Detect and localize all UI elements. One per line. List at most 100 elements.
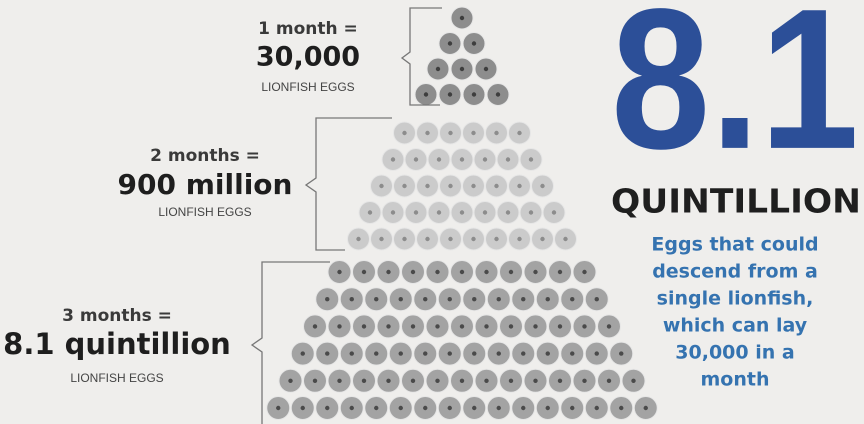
egg-center <box>540 237 544 241</box>
egg-center <box>506 157 510 161</box>
egg-center <box>558 379 562 383</box>
egg-center <box>582 379 586 383</box>
egg-center <box>529 157 533 161</box>
group-amount: 30,000 <box>256 42 360 73</box>
egg-center <box>301 351 305 355</box>
egg-center <box>460 270 464 274</box>
egg-center <box>411 324 415 328</box>
egg-center <box>325 406 329 410</box>
caption-line: descend from a <box>652 261 818 283</box>
egg-center <box>496 92 500 96</box>
egg-center <box>540 184 544 188</box>
infographic: 1 month = 30,000 LIONFISH EGGS 2 months … <box>0 0 864 424</box>
egg-center <box>374 406 378 410</box>
egg-center <box>350 297 354 301</box>
egg-center <box>570 406 574 410</box>
egg-center <box>448 41 452 45</box>
egg-center <box>595 297 599 301</box>
egg-center <box>337 270 341 274</box>
egg-center <box>448 237 452 241</box>
egg-center <box>494 184 498 188</box>
egg-center <box>288 379 292 383</box>
egg-center <box>471 237 475 241</box>
egg-center <box>529 210 533 214</box>
egg-center <box>570 351 574 355</box>
egg-center <box>337 379 341 383</box>
egg-center <box>472 406 476 410</box>
egg-center <box>517 184 521 188</box>
egg-center <box>484 67 488 71</box>
headline-number: 8.1 <box>611 0 859 191</box>
egg-center <box>484 270 488 274</box>
egg-center <box>506 210 510 214</box>
egg-center <box>497 297 501 301</box>
egg-center <box>301 406 305 410</box>
egg-center <box>472 351 476 355</box>
egg-center <box>521 297 525 301</box>
egg-center <box>386 270 390 274</box>
egg-center <box>509 270 513 274</box>
egg-center <box>484 379 488 383</box>
egg-center <box>644 406 648 410</box>
caption-line: single lionfish, <box>657 288 814 310</box>
egg-center <box>546 406 550 410</box>
egg-center <box>460 16 464 20</box>
egg-center <box>437 157 441 161</box>
egg-center <box>313 324 317 328</box>
egg-center <box>379 184 383 188</box>
egg-center <box>517 237 521 241</box>
egg-center <box>509 324 513 328</box>
group-amount: 8.1 quintillion <box>3 327 231 361</box>
egg-center <box>448 406 452 410</box>
egg-center <box>472 92 476 96</box>
group-unit: LIONFISH EGGS <box>158 205 251 219</box>
egg-center <box>435 270 439 274</box>
egg-center <box>582 324 586 328</box>
egg-center <box>425 184 429 188</box>
egg-center <box>362 324 366 328</box>
egg-center <box>595 406 599 410</box>
egg-center <box>399 406 403 410</box>
egg-center <box>424 92 428 96</box>
egg-center <box>483 157 487 161</box>
egg-center <box>435 324 439 328</box>
egg-center <box>386 379 390 383</box>
egg-center <box>374 351 378 355</box>
egg-center <box>619 351 623 355</box>
egg-center <box>497 351 501 355</box>
egg-center <box>350 351 354 355</box>
egg-center <box>435 379 439 383</box>
egg-center <box>411 379 415 383</box>
egg-center <box>414 210 418 214</box>
egg-center <box>399 351 403 355</box>
egg-center <box>558 324 562 328</box>
egg-center <box>552 210 556 214</box>
egg-center <box>497 406 501 410</box>
egg-center <box>607 379 611 383</box>
egg-center <box>356 237 360 241</box>
group-unit: LIONFISH EGGS <box>70 371 163 385</box>
caption-line: month <box>701 369 770 391</box>
egg-center <box>521 351 525 355</box>
egg-center <box>402 131 406 135</box>
egg-center <box>391 210 395 214</box>
egg-center <box>448 92 452 96</box>
group-unit: LIONFISH EGGS <box>261 80 354 94</box>
egg-center <box>362 379 366 383</box>
egg-center <box>533 324 537 328</box>
caption-line: Eggs that could <box>651 234 818 256</box>
egg-center <box>558 270 562 274</box>
egg-center <box>460 157 464 161</box>
egg-center <box>607 324 611 328</box>
egg-center <box>386 324 390 328</box>
egg-center <box>595 351 599 355</box>
egg-center <box>460 210 464 214</box>
egg-center <box>472 297 476 301</box>
egg-center <box>582 270 586 274</box>
egg-center <box>533 379 537 383</box>
egg-center <box>471 184 475 188</box>
egg-center <box>448 184 452 188</box>
egg-center <box>350 406 354 410</box>
group-lead: 1 month = <box>258 19 358 39</box>
page: {"groups": [ {"lead": "1 month =", "amou… <box>0 0 864 424</box>
